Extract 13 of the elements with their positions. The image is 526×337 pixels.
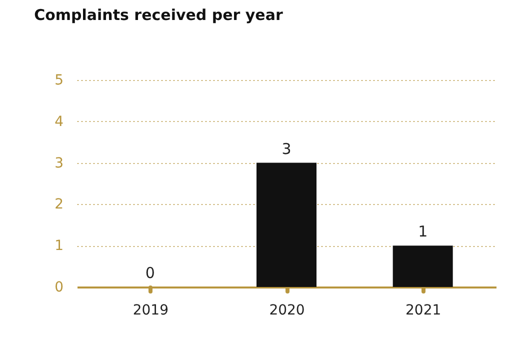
y-tick-label: 5 [54,72,64,88]
y-tick-label: 4 [54,114,64,130]
data-label: 0 [145,264,155,282]
y-tick-label: 3 [54,155,64,172]
y-tick-label: 0 [54,280,64,296]
x-tick-label: 2019 [132,302,168,318]
chart-title: Complaints received per year [34,6,284,24]
x-tick-label: 2020 [269,302,305,318]
data-label: 3 [282,140,292,158]
y-tick-label: 2 [54,196,64,213]
data-label: 1 [418,222,428,241]
x-tick-label: 2021 [406,302,442,318]
y-tick-label: 1 [54,238,64,254]
